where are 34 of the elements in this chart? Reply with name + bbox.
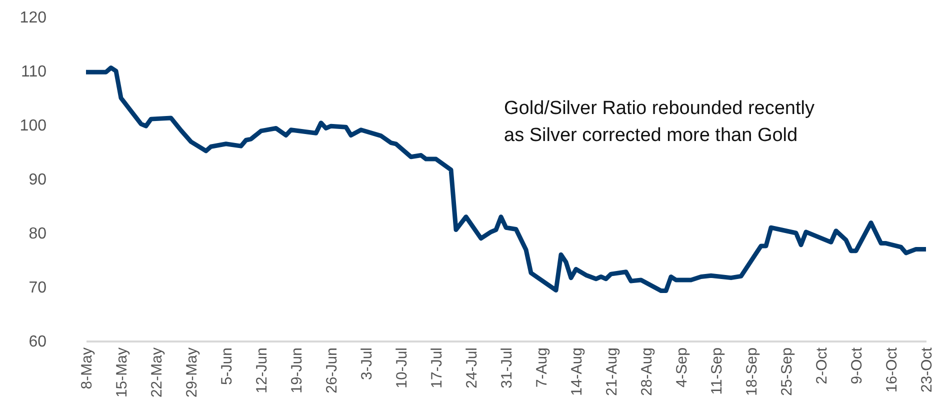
x-tick-label: 7-Aug — [534, 348, 550, 388]
x-tick-label: 18-Sep — [744, 348, 760, 396]
x-tick-label: 28-Aug — [638, 348, 656, 396]
x-tick-label: 23-Oct — [918, 346, 936, 393]
y-tick-label: 110 — [20, 64, 47, 80]
annotation: Gold/Silver Ratio rebounded recently as Silver corrected more than Gold — [504, 98, 816, 146]
x-tick-label: 19-Jun — [288, 348, 306, 394]
x-tick-label: 26-Jun — [324, 348, 340, 394]
y-tick-label: 120 — [20, 10, 47, 26]
x-tick-label: 25-Sep — [778, 348, 796, 396]
x-tick-label: 4-Sep — [674, 348, 690, 388]
x-tick-label: 17-Jul — [428, 348, 446, 388]
x-tick-label: 12-Jun — [254, 348, 270, 394]
y-tick-label: 70 — [28, 280, 47, 296]
x-tick-label: 29-May — [184, 347, 200, 398]
x-tick-label: 9-Oct — [848, 346, 866, 384]
line-series — [86, 66, 926, 294]
x-tick-label: 3-Jul — [358, 348, 376, 380]
x-tick-label: 10-Jul — [394, 348, 410, 388]
x-tick-label: 22-May — [148, 347, 166, 398]
x-tick-label: 11-Sep — [708, 348, 726, 395]
x-tick-label: 8-May — [78, 347, 96, 390]
x-tick-label: 21-Aug — [604, 348, 620, 396]
x-tick-label: 2-Oct — [814, 346, 830, 384]
x-tick-label: 14-Aug — [568, 348, 586, 396]
y-tick-label: 80 — [28, 226, 47, 242]
x-tick-label: 5-Jun — [218, 348, 236, 386]
y-tick-label: 60 — [28, 334, 47, 350]
x-tick-label: 24-Jul — [464, 348, 480, 388]
x-tick-label: 15-May — [114, 347, 130, 398]
y-tick-label: 100 — [20, 118, 47, 134]
y-tick-label: 90 — [28, 172, 47, 188]
x-tick-label: 16-Oct — [884, 346, 900, 393]
x-tick-label: 31-Jul — [498, 348, 516, 388]
